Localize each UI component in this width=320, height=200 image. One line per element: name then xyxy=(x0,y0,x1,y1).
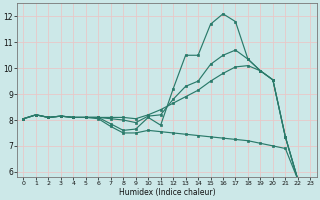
X-axis label: Humidex (Indice chaleur): Humidex (Indice chaleur) xyxy=(119,188,215,197)
